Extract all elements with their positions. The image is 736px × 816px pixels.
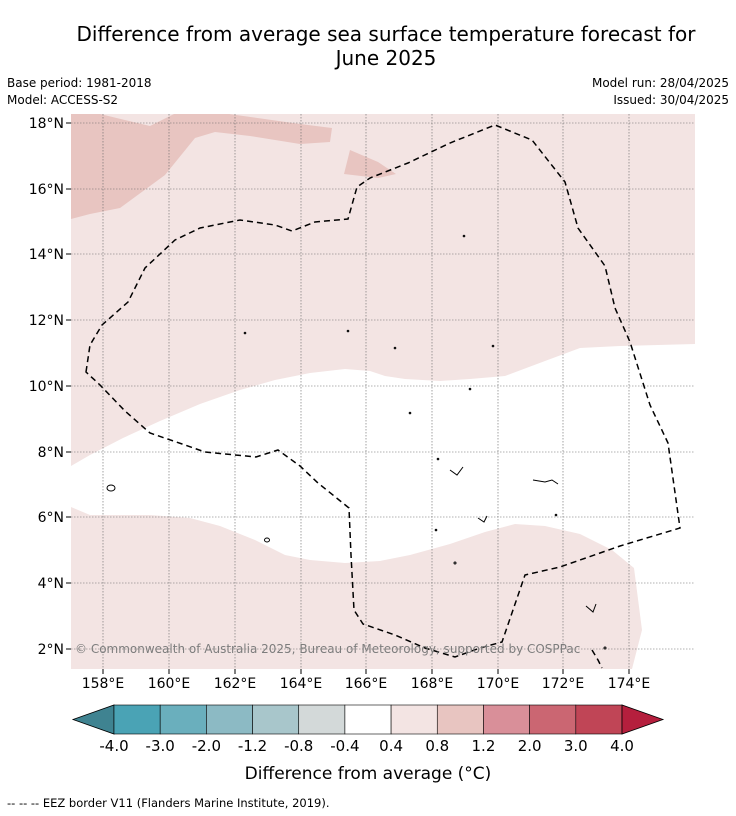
colorbar-tick-label: -0.4 (330, 737, 359, 755)
lon-label: 172°E (542, 676, 585, 692)
island-dot-5 (491, 344, 495, 348)
colorbar-tick-label: -0.8 (284, 737, 313, 755)
island-dot-10 (453, 561, 457, 565)
colorbar-tick-label: 0.4 (379, 737, 403, 755)
lon-label: 162°E (214, 676, 257, 692)
axis-ticks (66, 122, 630, 674)
colorbar-extend-high (621, 704, 665, 735)
eez-legend: -- -- -- EEZ border V11 (Flanders Marine… (7, 796, 330, 810)
colorbar-bin (206, 704, 253, 735)
atoll-small-2 (585, 603, 597, 613)
lon-label: 166°E (345, 676, 388, 692)
lat-label: 8°N (38, 445, 64, 461)
copyright-text: © Commonwealth of Australia 2025, Bureau… (75, 642, 580, 656)
model-name: Model: ACCESS-S2 (7, 93, 119, 107)
lat-labels: 18°N 16°N 14°N 12°N 10°N 8°N 6°N 4°N 2°N (29, 116, 64, 658)
colorbar-tick-label: 4.0 (610, 737, 634, 755)
island-dot-7 (408, 411, 412, 415)
island-dot-8 (436, 457, 440, 461)
lat-label: 4°N (38, 576, 64, 592)
colorbar-tick-label: 3.0 (564, 737, 588, 755)
colorbar-bin (298, 704, 346, 735)
colorbar-bin (529, 704, 577, 735)
islands (106, 234, 607, 650)
lat-label: 6°N (38, 510, 64, 526)
island-dot-11 (554, 513, 558, 517)
model-run: Model run: 28/04/2025 (591, 76, 729, 90)
lat-label: 10°N (29, 379, 64, 395)
near-average-region (71, 344, 695, 669)
lon-label: 168°E (411, 676, 454, 692)
colorbar-tick-label: 0.8 (425, 737, 449, 755)
lon-label: 174°E (608, 676, 651, 692)
lat-gridlines (71, 122, 695, 650)
issued-date: Issued: 30/04/2025 (613, 93, 729, 107)
lat-label: 16°N (29, 182, 64, 198)
colorbar-bin (252, 704, 300, 735)
anomaly-0.8-1.2-region (71, 114, 332, 219)
colorbar-bin (159, 704, 207, 735)
colorbar-bin (344, 704, 392, 735)
atoll-majuro (532, 479, 559, 485)
colorbar-tick-label: 2.0 (518, 737, 542, 755)
chart-title: Difference from average sea surface temp… (40, 22, 732, 70)
island-dot-3 (346, 329, 350, 333)
island-dot-4 (393, 346, 397, 350)
colorbar-tick-label: -3.0 (146, 737, 175, 755)
lon-label: 164°E (280, 676, 323, 692)
island-pohnpei (106, 484, 116, 492)
colorbar-tick-label: -4.0 (99, 737, 128, 755)
eez-border-south (591, 649, 603, 669)
eez-border (85, 124, 681, 658)
island-kosrae (264, 537, 270, 543)
colorbar-tick-label: -1.2 (238, 737, 267, 755)
lon-label: 160°E (148, 676, 191, 692)
base-period: Base period: 1981-2018 (7, 76, 152, 90)
lat-label: 14°N (29, 247, 64, 263)
colorbar-bin (575, 704, 623, 735)
colorbar-bin (483, 704, 530, 735)
atoll-small-1 (477, 515, 488, 523)
meta-right: Model run: 28/04/2025 Issued: 30/04/2025 (592, 75, 729, 109)
anomaly-0.8-1.2-patch (344, 150, 396, 178)
colorbar-bin (113, 704, 161, 735)
lat-label: 18°N (29, 116, 64, 132)
island-dot-6 (468, 387, 472, 391)
colorbar-extend-low (71, 704, 115, 735)
lon-label: 158°E (82, 676, 125, 692)
colorbar: -4.0 -3.0 -2.0 -1.2 -0.8 -0.4 0.4 0.8 1.2 2.0 3.0 4… (71, 704, 665, 755)
colorbar-tick-label: -2.0 (192, 737, 221, 755)
colorbar-label: Difference from average (°C) (244, 764, 492, 784)
map-area: © Commonwealth of Australia 2025, Bureau… (71, 114, 695, 669)
lon-label: 170°E (477, 676, 520, 692)
atoll-kwajalein (449, 466, 464, 476)
title-line-2: June 2025 (335, 46, 437, 70)
lat-label: 2°N (38, 642, 64, 658)
meta-left: Base period: 1981-2018 Model: ACCESS-S2 (7, 75, 152, 109)
title-line-1: Difference from average sea surface temp… (76, 22, 696, 46)
lat-label: 12°N (29, 313, 64, 329)
island-dot-1 (462, 234, 466, 238)
colorbar-tick-label: 1.2 (472, 737, 496, 755)
island-dot-9 (434, 528, 438, 532)
island-dot-12 (603, 646, 607, 650)
lon-gridlines (102, 114, 630, 669)
island-dot-2 (243, 331, 247, 335)
colorbar-bin (436, 704, 484, 735)
lon-labels: 158°E 160°E 162°E 164°E 166°E 168°E 170°… (82, 676, 651, 692)
colorbar-bin (390, 704, 438, 735)
